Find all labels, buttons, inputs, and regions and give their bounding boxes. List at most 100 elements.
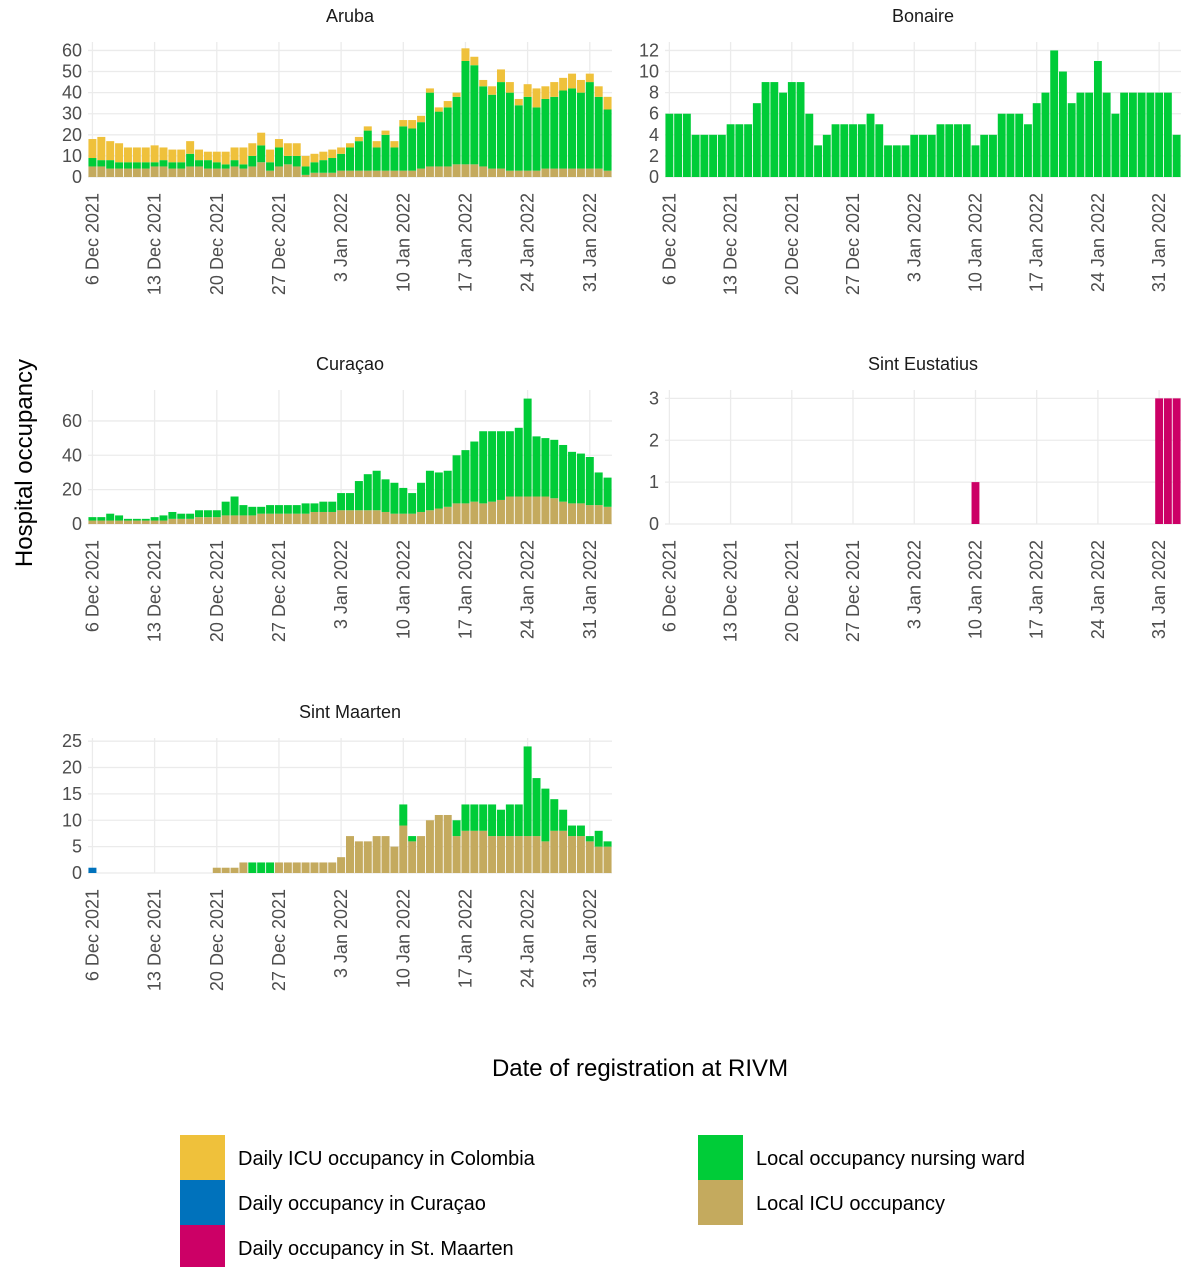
bar	[266, 162, 275, 171]
y-tick-label: 20	[62, 758, 82, 778]
bar	[568, 88, 577, 169]
bar	[470, 501, 479, 524]
y-tick-label: 0	[72, 167, 82, 187]
y-tick-label: 0	[649, 514, 659, 534]
bar	[532, 778, 541, 837]
bar	[168, 162, 177, 169]
bar	[150, 145, 159, 163]
bar	[496, 836, 505, 873]
bar	[452, 503, 461, 524]
bar	[354, 841, 363, 873]
bar	[310, 162, 319, 173]
bar	[461, 830, 470, 873]
bar	[346, 493, 354, 511]
bar	[203, 168, 212, 177]
bar	[831, 124, 840, 177]
bar	[452, 96, 461, 165]
bar	[479, 86, 488, 167]
bar	[488, 431, 497, 502]
bar	[399, 804, 408, 826]
bar	[319, 160, 328, 173]
bar	[399, 126, 408, 171]
bar	[212, 867, 221, 873]
bar	[177, 149, 186, 163]
x-tick-label: 24 Jan 2022	[518, 193, 538, 292]
bar	[585, 457, 594, 506]
bar	[266, 505, 275, 514]
bar	[221, 867, 230, 873]
x-tick-label: 20 Dec 2021	[782, 193, 802, 295]
x-tick-label: 6 Dec 2021	[82, 540, 102, 632]
bar	[425, 510, 434, 524]
x-tick-label: 17 Jan 2022	[455, 540, 475, 639]
bar	[354, 141, 363, 171]
bar	[399, 170, 408, 177]
bar	[822, 134, 831, 177]
y-tick-label: 4	[649, 125, 659, 145]
bar	[248, 166, 257, 177]
bar	[106, 513, 115, 521]
bar	[1032, 103, 1041, 177]
bar	[212, 151, 221, 163]
x-tick-label: 24 Jan 2022	[1088, 193, 1108, 292]
bar	[372, 147, 381, 171]
bar	[1163, 92, 1172, 177]
bar	[496, 168, 505, 177]
panel-title: Curaçao	[316, 354, 384, 374]
x-tick-label: 3 Jan 2022	[904, 540, 924, 629]
x-tick-label: 20 Dec 2021	[207, 540, 227, 642]
bar	[434, 472, 443, 509]
x-axis-title: Date of registration at RIVM	[492, 1055, 788, 1082]
bar	[203, 151, 212, 161]
bar	[310, 862, 319, 873]
bar	[88, 158, 97, 167]
bar	[230, 867, 239, 873]
bar	[488, 86, 497, 95]
bar	[1050, 50, 1059, 177]
bar	[470, 441, 479, 502]
bar	[443, 470, 452, 507]
bar	[88, 867, 97, 873]
bar	[523, 170, 532, 177]
bar	[328, 501, 337, 512]
bar	[514, 105, 523, 171]
bar	[195, 166, 204, 177]
y-tick-label: 2	[649, 430, 659, 450]
bar	[514, 836, 523, 873]
panel-title: Sint Maarten	[299, 702, 401, 722]
bar	[954, 124, 962, 177]
bar	[962, 124, 971, 177]
bar	[568, 825, 577, 837]
y-tick-label: 40	[62, 83, 82, 103]
bar	[346, 510, 354, 524]
x-tick-label: 31 Jan 2022	[580, 889, 600, 988]
bar	[1155, 398, 1164, 524]
bar	[443, 814, 452, 873]
bar	[239, 164, 248, 169]
bar	[532, 170, 541, 177]
bar	[1128, 92, 1137, 177]
bar	[195, 510, 204, 518]
bar	[857, 124, 866, 177]
bar	[425, 470, 434, 511]
bar	[239, 147, 248, 165]
bar	[550, 96, 559, 169]
bar	[283, 505, 292, 514]
bar	[425, 166, 434, 177]
bar	[568, 503, 577, 524]
bar	[239, 168, 248, 177]
bar	[550, 82, 559, 97]
bar	[452, 455, 461, 504]
bar	[523, 398, 532, 497]
bar	[399, 120, 408, 127]
bar	[328, 511, 337, 524]
bar	[132, 147, 141, 163]
bar	[568, 168, 577, 177]
bar	[292, 862, 301, 873]
bar	[319, 862, 328, 873]
bar	[301, 513, 310, 524]
bar	[159, 147, 168, 161]
bar	[505, 431, 514, 497]
bar	[390, 513, 399, 524]
bar	[88, 166, 97, 177]
